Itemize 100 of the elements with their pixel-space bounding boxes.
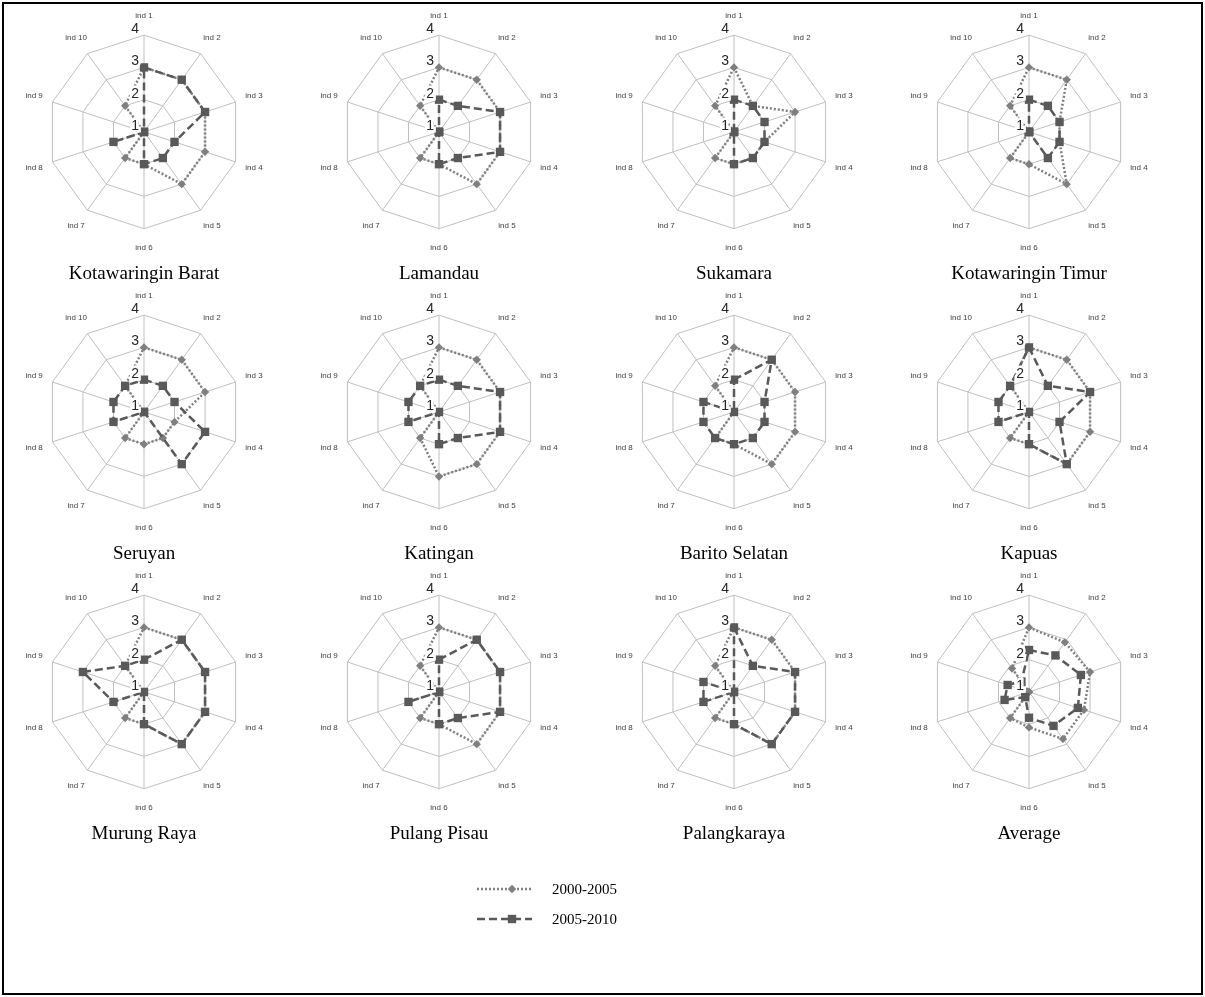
spoke-label: ind 5 <box>498 500 517 510</box>
spoke-label: ind 10 <box>655 592 678 602</box>
spoke-label: ind 7 <box>657 780 676 790</box>
spoke-label: ind 8 <box>615 442 634 452</box>
spoke-label: ind 4 <box>835 442 854 452</box>
spoke-label: ind 7 <box>362 780 381 790</box>
y-tick-label: 3 <box>426 612 435 629</box>
spoke-label: ind 8 <box>910 442 929 452</box>
y-tick-label: 1 <box>131 396 140 413</box>
spoke-label: ind 1 <box>135 10 154 20</box>
spoke-label: ind 5 <box>203 780 222 790</box>
y-tick-label: 4 <box>1016 580 1025 597</box>
spoke-label: ind 10 <box>950 312 973 322</box>
y-tick-label: 3 <box>721 52 730 69</box>
spoke-label: ind 3 <box>540 91 559 101</box>
y-tick-label: 4 <box>721 580 730 597</box>
y-tick-label: 2 <box>721 364 730 381</box>
y-tick-label: 2 <box>721 84 730 101</box>
spoke-label: ind 6 <box>725 523 744 533</box>
y-tick-label: 3 <box>1016 52 1025 69</box>
spoke-label: ind 7 <box>657 220 676 230</box>
y-tick-label: 1 <box>1016 396 1025 413</box>
spoke-label: ind 1 <box>725 10 744 20</box>
spoke-label: ind 9 <box>910 651 929 661</box>
spoke-label: ind 10 <box>65 32 88 42</box>
spoke-label: ind 4 <box>540 162 559 172</box>
y-tick-label: 3 <box>1016 612 1025 629</box>
spoke-label: ind 5 <box>793 500 812 510</box>
y-tick-label: 3 <box>1016 332 1025 349</box>
spoke-label: ind 8 <box>320 722 339 732</box>
spoke-label: ind 5 <box>498 220 517 230</box>
spoke-label: ind 6 <box>135 243 154 253</box>
spoke-label: ind 6 <box>1020 523 1039 533</box>
spoke-label: ind 3 <box>1130 371 1149 381</box>
spoke-label: ind 5 <box>203 220 222 230</box>
y-tick-label: 3 <box>131 332 140 349</box>
spoke-label: ind 3 <box>245 651 264 661</box>
spoke-label: ind 1 <box>1020 290 1039 300</box>
spoke-label: ind 8 <box>320 162 339 172</box>
spoke-label: ind 7 <box>952 500 971 510</box>
spoke-label: ind 9 <box>320 91 339 101</box>
spoke-label: ind 6 <box>725 243 744 253</box>
legend-label: 2000-2005 <box>552 881 617 897</box>
spoke-label: ind 6 <box>135 803 154 813</box>
spoke-label: ind 7 <box>67 780 86 790</box>
spoke-label: ind 7 <box>362 500 381 510</box>
spoke-label: ind 2 <box>1088 592 1107 602</box>
y-tick-label: 4 <box>426 300 435 317</box>
spoke-label: ind 1 <box>430 10 449 20</box>
spoke-label: ind 1 <box>725 570 744 580</box>
text: Average <box>997 822 1061 844</box>
spoke-label: ind 1 <box>135 570 154 580</box>
y-tick-label: 2 <box>131 364 140 381</box>
spoke-label: ind 4 <box>245 442 264 452</box>
y-tick-label: 2 <box>426 364 435 381</box>
spoke-label: ind 2 <box>203 312 222 322</box>
y-tick-label: 4 <box>426 20 435 37</box>
spoke-label: ind 3 <box>835 651 854 661</box>
text: Lamandau <box>398 262 480 284</box>
spoke-label: ind 1 <box>1020 10 1039 20</box>
spoke-label: ind 4 <box>835 162 854 172</box>
spoke-label: ind 8 <box>25 722 44 732</box>
spoke-label: ind 5 <box>1088 220 1107 230</box>
spoke-label: ind 6 <box>135 523 154 533</box>
y-tick-label: 1 <box>131 676 140 693</box>
spoke-label: ind 6 <box>1020 803 1039 813</box>
text: Kotawaringin Timur <box>951 262 1108 284</box>
spoke-label: ind 8 <box>320 442 339 452</box>
spoke-label: ind 7 <box>67 220 86 230</box>
y-tick-label: 4 <box>426 580 435 597</box>
y-tick-label: 1 <box>426 396 435 413</box>
spoke-label: ind 3 <box>835 371 854 381</box>
spoke-label: ind 6 <box>430 803 449 813</box>
spoke-label: ind 10 <box>65 592 88 602</box>
spoke-label: ind 4 <box>835 722 854 732</box>
y-tick-label: 4 <box>131 20 140 37</box>
y-tick-label: 4 <box>721 20 730 37</box>
y-tick-label: 1 <box>131 116 140 133</box>
spoke-label: ind 5 <box>793 220 812 230</box>
spoke-label: ind 6 <box>430 523 449 533</box>
y-tick-label: 2 <box>131 84 140 101</box>
spoke-label: ind 2 <box>498 32 517 42</box>
spoke-label: ind 2 <box>793 312 812 322</box>
spoke-label: ind 3 <box>835 91 854 101</box>
spoke-label: ind 3 <box>245 371 264 381</box>
y-tick-label: 2 <box>1016 644 1025 661</box>
spoke-label: ind 7 <box>67 500 86 510</box>
spoke-label: ind 2 <box>1088 32 1107 42</box>
y-tick-label: 3 <box>721 332 730 349</box>
spoke-label: ind 2 <box>793 32 812 42</box>
spoke-label: ind 8 <box>615 162 634 172</box>
spoke-label: ind 9 <box>615 651 634 661</box>
y-tick-label: 2 <box>1016 364 1025 381</box>
y-tick-label: 3 <box>426 52 435 69</box>
text: Sukamara <box>696 262 773 284</box>
text: Pulang Pisau <box>389 822 489 844</box>
spoke-label: ind 4 <box>1130 162 1149 172</box>
spoke-label: ind 2 <box>203 592 222 602</box>
spoke-label: ind 3 <box>1130 91 1149 101</box>
y-tick-label: 3 <box>131 612 140 629</box>
